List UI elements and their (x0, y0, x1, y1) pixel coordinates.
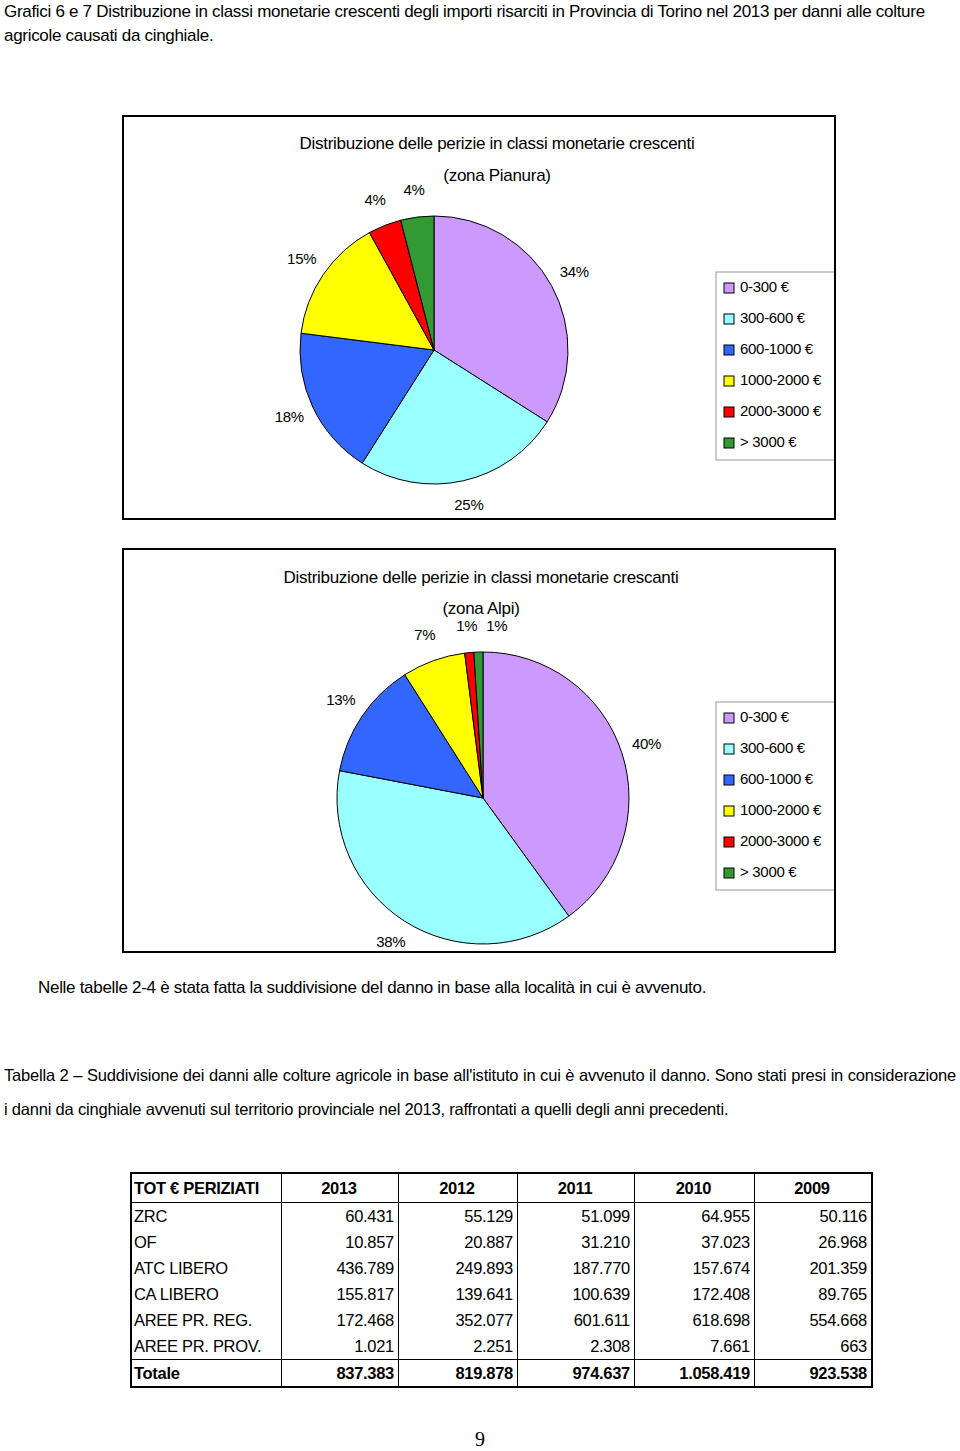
html-text:Nelle tabelle 2-4 è stata fatt: Nelle tabelle 2-4 è stata fatta la suddi… (38, 978, 707, 997)
svg-text:15%: 15% (287, 250, 316, 267)
svg-text:600-1000 €: 600-1000 € (740, 340, 814, 357)
html-text:64.955: 64.955 (701, 1206, 750, 1225)
html-text:37.023: 37.023 (701, 1232, 750, 1251)
svg-text:25%: 25% (454, 496, 483, 513)
svg-text:0-300 €: 0-300 € (740, 708, 790, 725)
svg-text:4%: 4% (365, 191, 386, 208)
html-text:819.878: 819.878 (455, 1363, 513, 1382)
html-text:26.968: 26.968 (818, 1232, 867, 1251)
html-text:172.468: 172.468 (336, 1310, 394, 1329)
svg-text:Distribuzione delle perizie in: Distribuzione delle perizie in classi mo… (284, 568, 679, 587)
html-text:201.359: 201.359 (809, 1258, 867, 1277)
html-text:837.383: 837.383 (336, 1363, 394, 1382)
svg-text:38%: 38% (376, 933, 405, 950)
html-text:249.893: 249.893 (455, 1258, 513, 1277)
html-text:663: 663 (840, 1336, 867, 1355)
svg-text:1000-2000 €: 1000-2000 € (740, 371, 822, 388)
svg-text:13%: 13% (326, 691, 355, 708)
svg-text:(zona Alpi): (zona Alpi) (442, 599, 519, 618)
html-text:554.668: 554.668 (809, 1310, 867, 1329)
html-text:2009: 2009 (794, 1178, 830, 1197)
svg-text:2000-3000 €: 2000-3000 € (740, 832, 822, 849)
html-text:Tabella 2 – Suddivisione dei d: Tabella 2 – Suddivisione dei danni alle … (4, 1066, 956, 1118)
html-text:TOT € PERIZIATI: TOT € PERIZIATI (134, 1178, 260, 1197)
html-text:20.887: 20.887 (464, 1232, 513, 1251)
html-text:436.789: 436.789 (336, 1258, 394, 1277)
html-text:Grafici 6 e 7 Distribuzione in: Grafici 6 e 7 Distribuzione in classi mo… (4, 2, 925, 45)
html-text:89.765: 89.765 (818, 1284, 867, 1303)
html-text:2.251: 2.251 (473, 1336, 513, 1355)
svg-text:0-300 €: 0-300 € (740, 278, 790, 295)
html-text:AREE PR. REG.: AREE PR. REG. (134, 1310, 252, 1329)
html-text:172.408: 172.408 (692, 1284, 750, 1303)
html-text:ZRC: ZRC (134, 1206, 167, 1225)
html-text:974.637: 974.637 (572, 1363, 630, 1382)
html-text:60.431: 60.431 (345, 1206, 394, 1225)
html-text:31.210: 31.210 (581, 1232, 630, 1251)
svg-text:600-1000 €: 600-1000 € (740, 770, 814, 787)
html-text:55.129: 55.129 (464, 1206, 513, 1225)
html-text:2010: 2010 (675, 1178, 712, 1197)
svg-text:> 3000 €: > 3000 € (740, 863, 797, 880)
html-text:1.021: 1.021 (354, 1336, 394, 1355)
svg-text:34%: 34% (560, 263, 589, 280)
html-text:139.641: 139.641 (455, 1284, 513, 1303)
svg-text:(zona Pianura): (zona Pianura) (443, 166, 550, 185)
svg-text:1%: 1% (486, 617, 507, 634)
html-text:2012: 2012 (439, 1178, 475, 1197)
html-text:923.538: 923.538 (809, 1363, 867, 1382)
svg-text:40%: 40% (632, 735, 661, 752)
svg-text:7%: 7% (414, 626, 435, 643)
html-text:2013: 2013 (321, 1178, 357, 1197)
html-text:7.661: 7.661 (710, 1336, 750, 1355)
html-text:CA LIBERO: CA LIBERO (134, 1284, 219, 1303)
svg-text:300-600 €: 300-600 € (740, 309, 806, 326)
html-text:ATC LIBERO: ATC LIBERO (134, 1258, 228, 1277)
html-text:155.817: 155.817 (336, 1284, 394, 1303)
svg-text:Distribuzione delle perizie in: Distribuzione delle perizie in classi mo… (300, 134, 695, 153)
html-text:Totale: Totale (134, 1363, 180, 1382)
svg-text:> 3000 €: > 3000 € (740, 433, 797, 450)
html-text:187.770: 187.770 (572, 1258, 630, 1277)
html-text:352.077: 352.077 (455, 1310, 513, 1329)
svg-text:2000-3000 €: 2000-3000 € (740, 402, 822, 419)
html-text:OF: OF (134, 1232, 157, 1251)
svg-text:1000-2000 €: 1000-2000 € (740, 801, 822, 818)
html-text:601.611: 601.611 (573, 1310, 630, 1329)
svg-text:18%: 18% (275, 408, 304, 425)
html-text:2.308: 2.308 (590, 1336, 630, 1355)
html-text:618.698: 618.698 (692, 1310, 750, 1329)
html-text:1.058.419: 1.058.419 (679, 1363, 750, 1382)
html-text:AREE PR. PROV.: AREE PR. PROV. (134, 1336, 262, 1355)
html-text:157.674: 157.674 (692, 1258, 750, 1277)
html-text:100.639: 100.639 (572, 1284, 630, 1303)
html-text:50.116: 50.116 (819, 1206, 867, 1225)
html-text:9: 9 (475, 1428, 485, 1450)
html-text:10.857: 10.857 (345, 1232, 394, 1251)
svg-text:4%: 4% (403, 181, 424, 198)
html-text:2011: 2011 (557, 1178, 593, 1197)
svg-text:300-600 €: 300-600 € (740, 739, 806, 756)
html-text:51.099: 51.099 (581, 1206, 630, 1225)
svg-text:1%: 1% (456, 617, 477, 634)
